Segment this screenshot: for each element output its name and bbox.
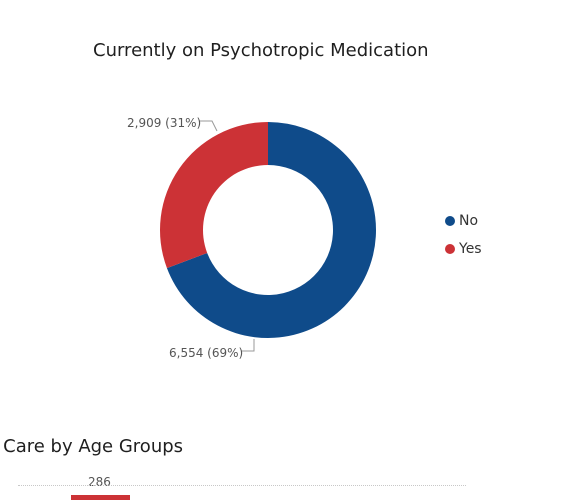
slice-no[interactable]: [166, 122, 376, 338]
legend-label-no: No: [459, 213, 479, 229]
bar-data-label: 286: [88, 475, 111, 489]
gridline: [18, 485, 466, 486]
legend: No Yes: [445, 207, 482, 263]
chart-title: Currently on Psychotropic Medication: [93, 40, 429, 61]
slice-yes[interactable]: [160, 122, 268, 269]
legend-swatch-no: [445, 216, 455, 226]
leader-line-yes: [199, 120, 218, 132]
leader-line-no: [241, 339, 255, 352]
second-chart-title: r Care by Age Groups: [0, 436, 200, 457]
bar[interactable]: [71, 495, 130, 500]
legend-swatch-yes: [445, 244, 455, 254]
second-chart-title-text: r Care by Age Groups: [0, 436, 184, 457]
data-label-no: 6,554 (69%): [169, 346, 244, 360]
legend-item-no[interactable]: No: [445, 207, 482, 235]
legend-label-yes: Yes: [459, 241, 482, 257]
data-label-yes: 2,909 (31%): [127, 116, 202, 130]
legend-item-yes[interactable]: Yes: [445, 235, 482, 263]
